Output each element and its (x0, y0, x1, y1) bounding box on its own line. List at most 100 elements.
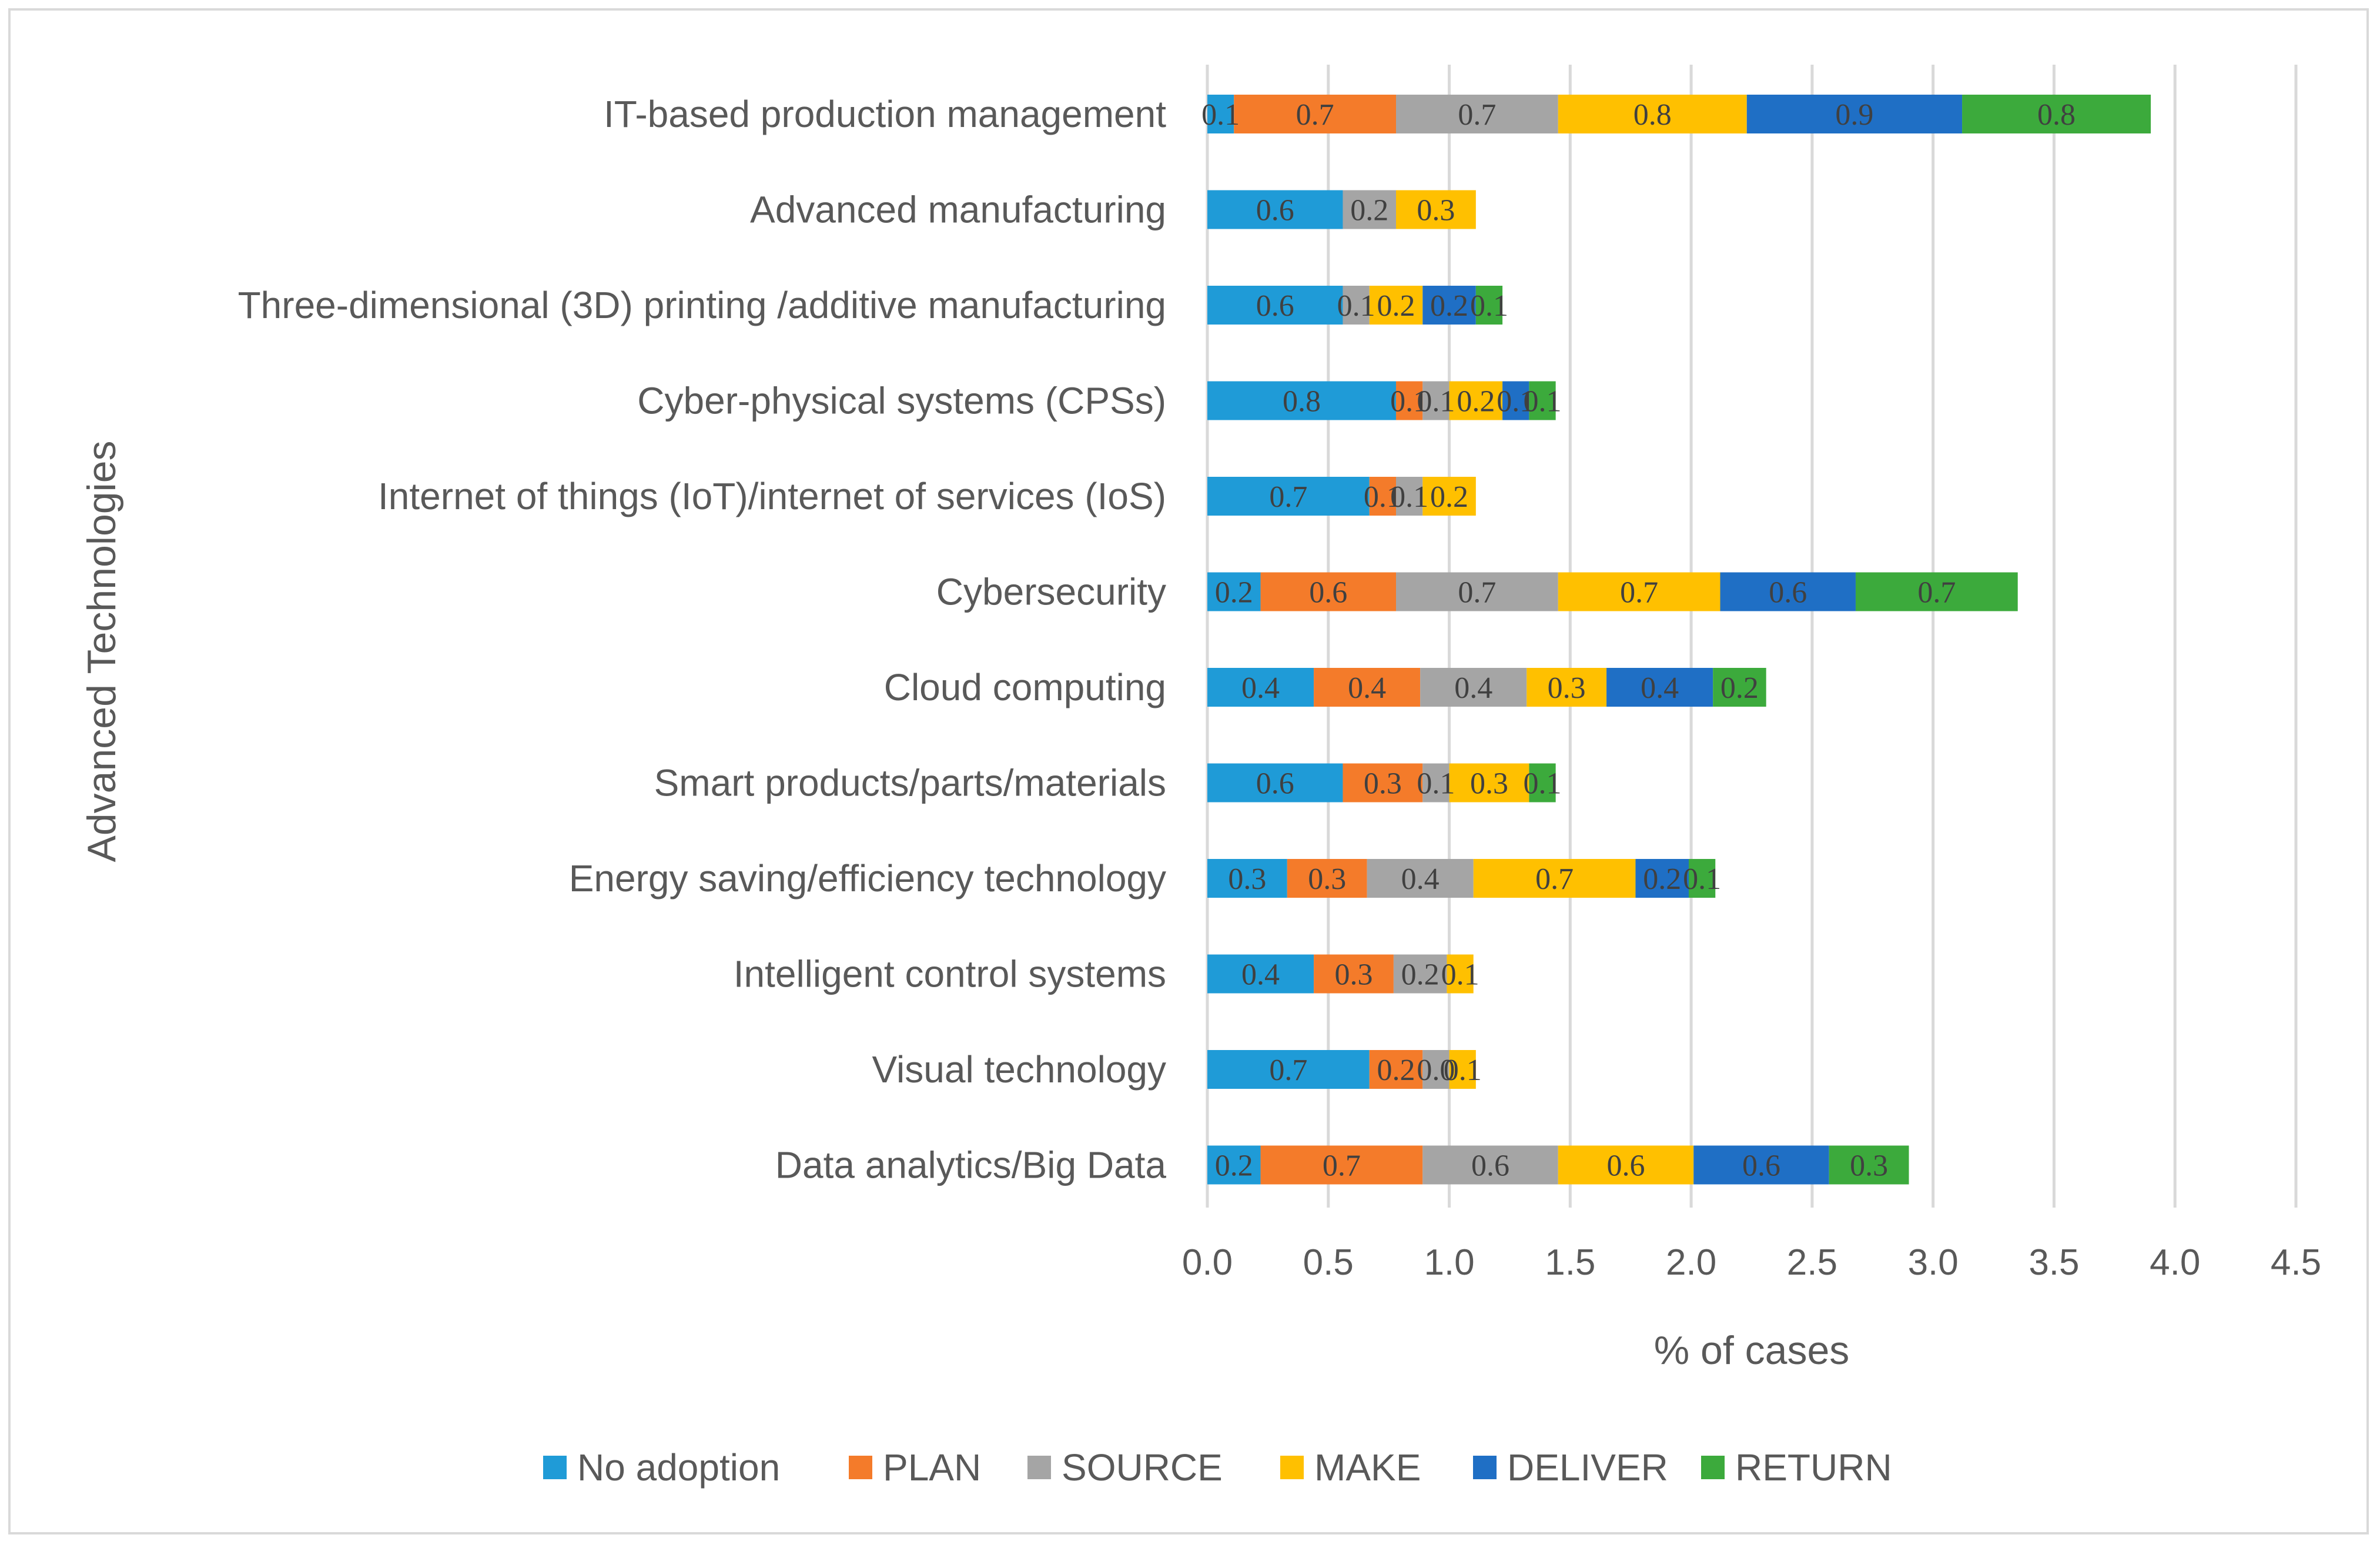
y-axis-title: Advanced Technologies (79, 440, 124, 862)
data-label: 0.7 (1535, 862, 1574, 896)
bar-segment (1527, 668, 1607, 707)
bar-segment (1207, 1050, 1370, 1089)
data-label: 0.1 (1683, 862, 1721, 896)
bar-segment (1529, 763, 1556, 803)
bar-segment (1688, 859, 1716, 898)
data-label: 0.7 (1458, 98, 1496, 132)
bar-segment (1207, 572, 1261, 611)
category-label: Advanced manufacturing (750, 189, 1166, 231)
category-label: Cyber-physical systems (CPSs) (637, 380, 1166, 422)
x-tick-label: 0.5 (1303, 1242, 1354, 1283)
data-label: 0.2 (1401, 958, 1440, 992)
chart-frame: 0.1 0.7 0.7 0.8 0.9 0.8 0.6 0.2 0.3 0.6 0.1 0.2 0.2 0… (8, 8, 2369, 1534)
bar-segment (1207, 477, 1370, 516)
data-label: 0.2 (1350, 194, 1388, 228)
x-tick-label: 4.5 (2271, 1242, 2321, 1283)
data-label: 0.8 (2037, 98, 2076, 132)
legend-label: RETURN (1735, 1446, 1892, 1489)
bar-segment (1962, 95, 2151, 133)
bar-segment (1343, 286, 1370, 325)
data-label: 0.9 (1835, 98, 1873, 132)
bar-segment (1396, 381, 1423, 420)
bar-segment (1855, 572, 2018, 611)
bar-segment (1473, 859, 1636, 898)
data-label: 0.7 (1269, 480, 1307, 514)
data-label: 0.7 (1620, 576, 1658, 610)
bar-segment (1343, 190, 1397, 229)
category-label: Smart products/parts/materials (654, 762, 1166, 804)
bar-segment (1558, 95, 1747, 133)
gridlines (1206, 65, 2298, 1208)
legend: No adoption PLAN SOURCE MAKE DELIVER RETURN (543, 1446, 1892, 1489)
category-label: IT-based production management (604, 93, 1166, 135)
bar-segment (1635, 859, 1689, 898)
legend-label: DELIVER (1507, 1446, 1668, 1489)
x-tick-label: 1.0 (1424, 1242, 1474, 1283)
data-label: 0.1 (1444, 1054, 1482, 1087)
bar-segment (1207, 954, 1314, 994)
x-tick-label: 1.5 (1545, 1242, 1595, 1283)
category-label: Visual technology (872, 1048, 1167, 1091)
data-label: 0.4 (1454, 671, 1492, 705)
data-label: 0.3 (1228, 862, 1266, 896)
data-label: 0.1 (1337, 289, 1375, 323)
x-axis-title: % of cases (1654, 1328, 1850, 1373)
data-label: 0.4 (1241, 671, 1280, 705)
data-label: 0.4 (1348, 671, 1386, 705)
data-label: 0.2 (1457, 385, 1495, 419)
data-label: 0.6 (1309, 576, 1347, 610)
bar-segment (1369, 286, 1423, 325)
legend-swatch (1701, 1456, 1725, 1479)
bar-segment (1449, 763, 1529, 803)
data-label: 0.2 (1643, 862, 1681, 896)
data-labels: 0.1 0.7 0.7 0.8 0.9 0.80.6 0.2 0.30.6 0.1 0.2 0.2 0… (1201, 98, 2076, 1183)
bar-segment (1207, 1145, 1261, 1185)
bar-segment (1558, 1145, 1694, 1185)
data-label: 0.1 (1201, 98, 1240, 132)
bar-segment (1393, 954, 1447, 994)
data-label: 0.6 (1769, 576, 1807, 610)
bar-segment (1693, 1145, 1829, 1185)
data-label: 0.2 (1430, 289, 1468, 323)
legend-swatch (543, 1456, 567, 1479)
bar-segment (1396, 572, 1558, 611)
data-label: 0.6 (1256, 194, 1294, 228)
data-label: 0.0 (1417, 1054, 1455, 1087)
bar-segment (1606, 668, 1713, 707)
bar-segment (1343, 763, 1423, 803)
bar-segment (1207, 190, 1343, 229)
legend-swatch (1280, 1456, 1304, 1479)
bar-segment (1449, 1050, 1476, 1089)
bar-segment (1422, 477, 1476, 516)
data-label: 0.1 (1417, 385, 1455, 419)
bars (1207, 95, 2151, 1185)
data-label: 0.2 (1377, 1054, 1415, 1087)
category-label: Cybersecurity (936, 571, 1166, 613)
legend-label: MAKE (1314, 1446, 1421, 1489)
data-label: 0.1 (1497, 385, 1535, 419)
category-label: Energy saving/efficiency technology (569, 857, 1166, 900)
x-tick-label: 3.0 (1908, 1242, 1959, 1283)
data-label: 0.6 (1471, 1149, 1509, 1183)
data-label: 0.2 (1215, 576, 1253, 610)
data-label: 0.1 (1417, 767, 1455, 801)
data-label: 0.1 (1441, 958, 1479, 992)
data-label: 0.1 (1524, 767, 1562, 801)
bar-segment (1475, 286, 1503, 325)
data-label: 0.2 (1430, 480, 1468, 514)
data-label: 0.1 (1470, 289, 1508, 323)
bar-segment (1314, 954, 1394, 994)
stacked-bar-chart: 0.1 0.7 0.7 0.8 0.9 0.80.6 0.2 0.30.6 0.1 0.2 0.2 0… (79, 65, 2321, 1489)
data-label: 0.8 (1283, 385, 1321, 419)
data-label: 0.2 (1720, 671, 1759, 705)
category-label: Three-dimensional (3D) printing /additiv… (238, 284, 1166, 326)
data-label: 0.8 (1633, 98, 1672, 132)
bar-segment (1396, 190, 1476, 229)
bar-segment (1422, 1145, 1558, 1185)
data-label: 0.1 (1390, 480, 1428, 514)
data-label: 0.6 (1742, 1149, 1780, 1183)
bar-segment (1207, 763, 1343, 803)
data-label: 0.1 (1390, 385, 1428, 419)
bar-segment (1234, 95, 1397, 133)
bar-segment (1422, 381, 1450, 420)
